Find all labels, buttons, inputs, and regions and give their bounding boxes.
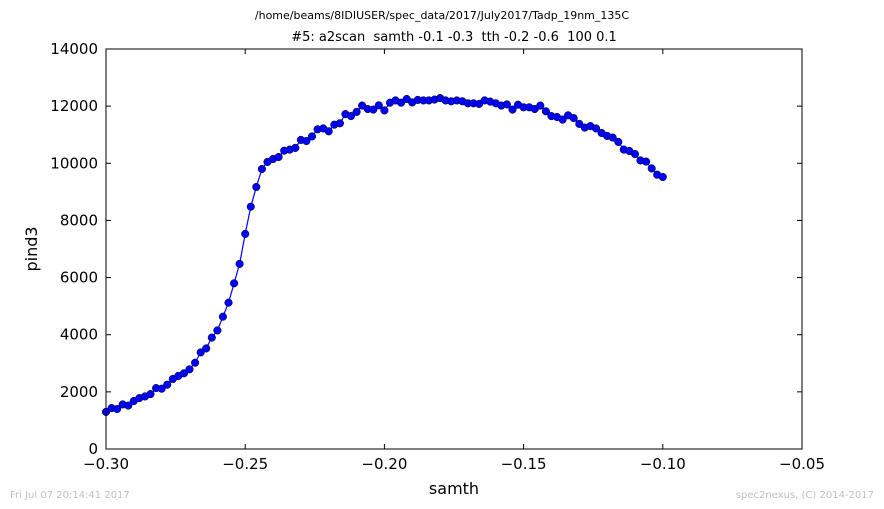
- y-tick-label: 2000: [60, 383, 98, 401]
- series-line: [105, 97, 664, 413]
- axis-ticks: −0.30 −0.25 −0.20 −0.15 −0.10 −0.05 0 2000 4000 6…: [50, 40, 825, 473]
- data-point: [196, 348, 205, 357]
- series-markers: [101, 94, 667, 416]
- data-point: [202, 344, 211, 353]
- data-point: [218, 312, 227, 321]
- data-point: [157, 384, 166, 393]
- data-point: [224, 298, 233, 307]
- data-point: [346, 112, 356, 121]
- data-point: [179, 369, 189, 378]
- x-tick-label: −0.20: [361, 455, 407, 473]
- data-point: [614, 137, 623, 146]
- data-point: [569, 114, 578, 123]
- data-point: [335, 119, 344, 128]
- data-point: [374, 101, 383, 110]
- y-tick-label: 8000: [60, 211, 98, 229]
- data-point: [502, 100, 511, 109]
- x-tick-label: −0.30: [83, 455, 129, 473]
- data-point: [274, 152, 283, 162]
- file-path-title: /home/beams/8IDIUSER/spec_data/2017/July…: [254, 9, 630, 22]
- data-point: [185, 365, 194, 374]
- x-tick-label: −0.25: [222, 455, 268, 473]
- x-tick-label: −0.10: [640, 455, 686, 473]
- data-point: [307, 132, 317, 141]
- data-point: [146, 390, 155, 399]
- data-point: [163, 380, 172, 389]
- data-point: [230, 279, 239, 288]
- data-point: [630, 150, 640, 159]
- data-point: [241, 229, 250, 238]
- data-point: [302, 136, 311, 146]
- y-tick-label: 10000: [50, 154, 98, 172]
- data-point: [369, 105, 378, 114]
- data-point: [324, 127, 333, 136]
- credit-footer: spec2nexus, (C) 2014-2017: [735, 490, 874, 501]
- data-point: [191, 358, 200, 367]
- data-point: [508, 105, 517, 114]
- data-point: [397, 98, 406, 107]
- data-point: [213, 326, 222, 335]
- data-point: [113, 404, 122, 414]
- data-point: [608, 133, 617, 142]
- data-point: [352, 107, 361, 116]
- data-point: [658, 172, 667, 182]
- data-point: [647, 164, 656, 173]
- data-point: [235, 259, 244, 268]
- y-axis-label: pind3: [22, 226, 41, 271]
- axes-frame: [105, 48, 803, 450]
- data-point: [591, 124, 601, 133]
- y-tick-label: 14000: [50, 40, 98, 58]
- data-point: [207, 333, 216, 342]
- y-tick-label: 6000: [60, 269, 98, 287]
- y-tick-label: 4000: [60, 326, 98, 344]
- data-point: [291, 143, 300, 152]
- x-axis-label: samth: [429, 479, 479, 498]
- data-point: [536, 101, 545, 110]
- y-tick-label: 0: [88, 440, 98, 458]
- scan-title: #5: a2scan samth -0.1 -0.3 tth -0.2 -0.6…: [291, 30, 617, 45]
- data-point: [257, 164, 266, 174]
- timestamp-footer: Fri Jul 07 20:14:41 2017: [10, 490, 130, 501]
- data-point: [541, 107, 550, 116]
- x-tick-label: −0.15: [501, 455, 547, 473]
- data-point: [558, 115, 567, 124]
- data-point: [124, 401, 133, 410]
- x-tick-label: −0.05: [779, 455, 825, 473]
- data-point: [380, 106, 389, 115]
- data-point: [642, 157, 651, 166]
- y-tick-label: 12000: [50, 97, 98, 115]
- data-point: [252, 182, 261, 192]
- data-point: [246, 202, 255, 211]
